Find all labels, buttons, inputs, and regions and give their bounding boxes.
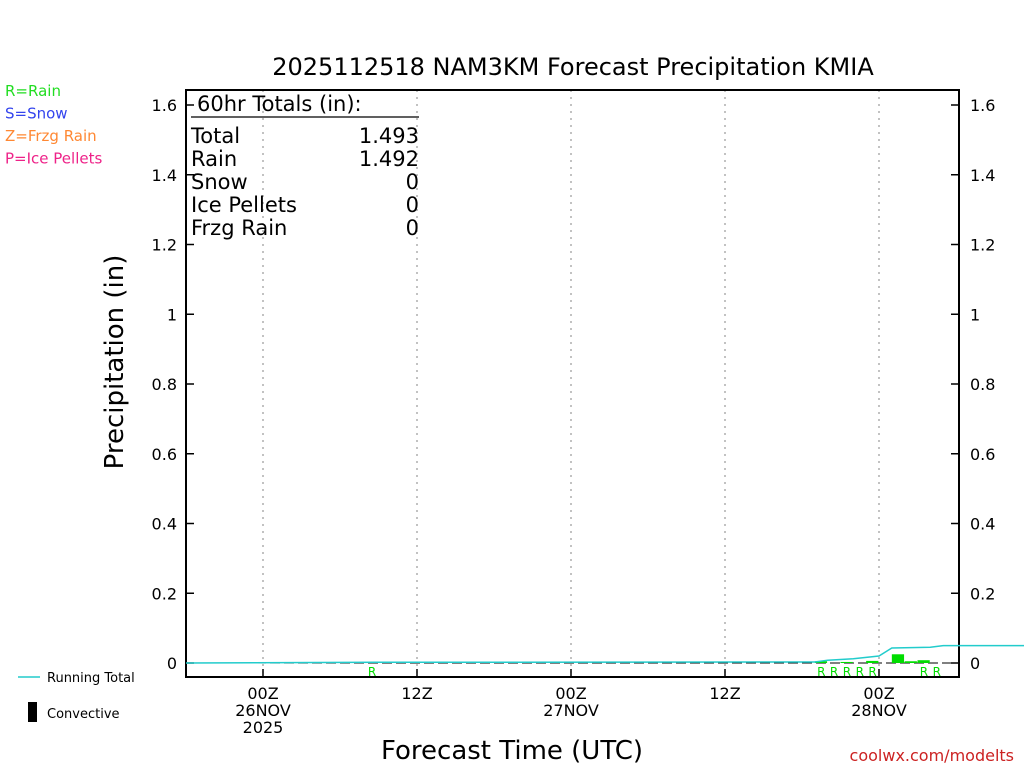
- y-tick-label-right: 1: [970, 305, 980, 324]
- totals-row-value: 0: [406, 216, 419, 240]
- y-tick-label-left: 0: [167, 654, 177, 673]
- totals-box: 60hr Totals (in): Total 1.493 Rain 1.492 Snow…: [190, 92, 419, 240]
- plot-frame: [185, 89, 960, 678]
- totals-row-label: Rain: [191, 147, 237, 171]
- vertical-gridlines: [262, 90, 880, 677]
- totals-row-value: 0: [406, 193, 419, 217]
- precip-bar: [917, 660, 930, 663]
- precip-type-legend-item: Z=Frzg Rain: [5, 127, 97, 145]
- x-tick-label: 12Z: [709, 684, 740, 703]
- totals-row-label: Total: [190, 124, 240, 148]
- y-tick-label-right: 0.8: [970, 375, 995, 394]
- x-tick-label: 00Z: [863, 684, 894, 703]
- running-total-key-label: Running Total: [47, 671, 135, 686]
- y-tick-label-left: 0.2: [152, 584, 177, 603]
- precip-type-legend-item: S=Snow: [5, 105, 68, 123]
- totals-row-value: 0: [406, 170, 419, 194]
- x-tick-label: 27NOV: [543, 701, 599, 720]
- totals-header: 60hr Totals (in):: [197, 92, 362, 116]
- totals-row-label: Frzg Rain: [191, 216, 287, 240]
- y-tick-label-right: 0.2: [970, 584, 995, 603]
- precip-type-markers: RRRRRRRRRRRRR: [368, 665, 941, 679]
- convective-key-label: Convective: [47, 707, 120, 722]
- x-tick-label: 28NOV: [851, 701, 907, 720]
- precip-type-legend-item: P=Ice Pellets: [5, 150, 102, 168]
- y-tick-label-left: 0.6: [152, 445, 177, 464]
- x-tick-label: 00Z: [555, 684, 586, 703]
- y-tick-label-right: 0.4: [970, 515, 995, 534]
- y-tick-label-left: 0.8: [152, 375, 177, 394]
- running-total-line: [185, 644, 1024, 664]
- totals-row-label: Ice Pellets: [191, 193, 297, 217]
- x-axis-label: Forecast Time (UTC): [381, 736, 643, 766]
- precip-type-marker: R: [920, 665, 928, 679]
- precip-bars: [814, 654, 930, 663]
- convective-key-swatch: [28, 702, 37, 722]
- y-axis-ticks: 0 00.2 0.20.4 0.40.6 0.60.8 0.81 11.2 1.21.4 1.4…: [152, 96, 996, 673]
- precip-bar: [904, 661, 917, 663]
- precip-bar: [866, 660, 879, 663]
- chart-title: 2025112518 NAM3KM Forecast Precipitation…: [272, 53, 874, 81]
- precip-type-marker: R: [868, 665, 876, 679]
- y-tick-label-right: 1.2: [970, 236, 995, 255]
- totals-row-value: 1.493: [359, 124, 419, 148]
- y-tick-label-left: 1.6: [152, 96, 177, 115]
- y-tick-label-left: 1.2: [152, 236, 177, 255]
- x-tick-label: 12Z: [401, 684, 432, 703]
- y-tick-label-right: 0.6: [970, 445, 995, 464]
- precip-bar: [840, 661, 853, 663]
- x-tick-label: 00Z: [247, 684, 278, 703]
- x-tick-label: 26NOV: [235, 701, 291, 720]
- precip-type-marker: R: [817, 665, 825, 679]
- y-tick-label-left: 1: [167, 305, 177, 324]
- y-axis-label: Precipitation (in): [100, 255, 130, 470]
- precip-type-marker: R: [933, 665, 941, 679]
- precip-type-marker: R: [368, 665, 376, 679]
- y-tick-label-left: 0.4: [152, 515, 177, 534]
- precip-type-marker: R: [843, 665, 851, 679]
- totals-row-label: Snow: [191, 170, 248, 194]
- totals-row-value: 1.492: [359, 147, 419, 171]
- x-tick-label: 2025: [243, 718, 284, 737]
- precip-type-marker: R: [830, 665, 838, 679]
- y-tick-label-left: 1.4: [152, 166, 177, 185]
- precip-type-legend: R=Rain S=Snow Z=Frzg Rain P=Ice Pellets: [5, 82, 102, 168]
- precip-bar: [814, 661, 828, 663]
- y-tick-label-right: 1.4: [970, 166, 995, 185]
- precip-type-marker: R: [856, 665, 864, 679]
- footer-credit: coolwx.com/modelts: [850, 746, 1014, 765]
- y-tick-label-right: 0: [970, 654, 980, 673]
- y-tick-label-right: 1.6: [970, 96, 995, 115]
- precip-bar: [891, 654, 905, 663]
- precip-type-legend-item: R=Rain: [5, 82, 61, 100]
